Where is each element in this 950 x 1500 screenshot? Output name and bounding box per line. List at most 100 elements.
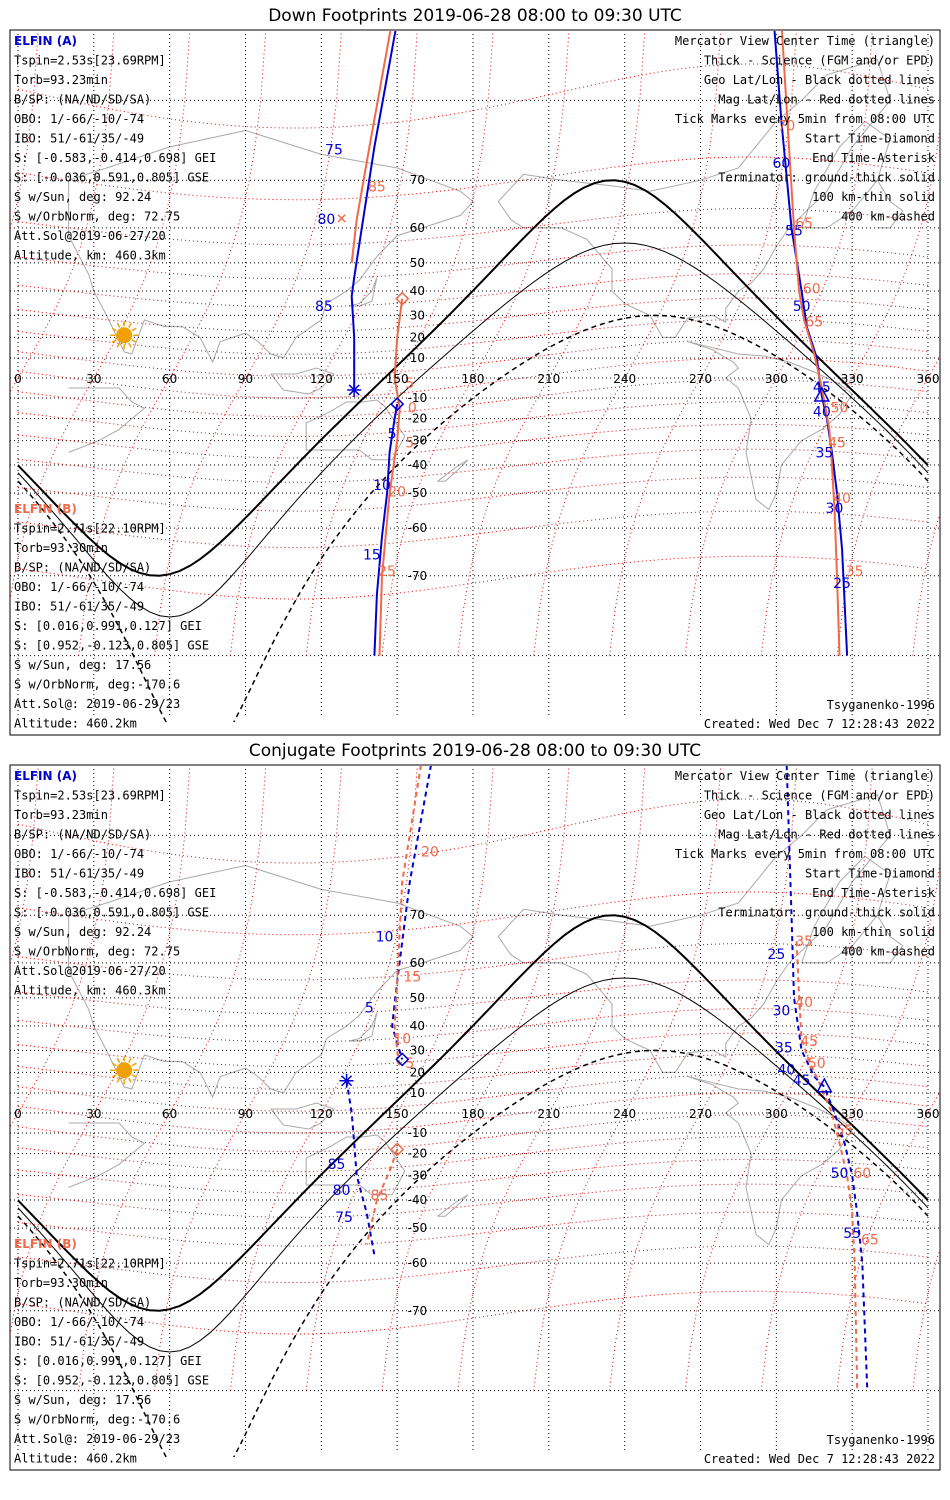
coastline (68, 129, 474, 364)
longitude-tick-label: 90 (238, 372, 253, 386)
elfin-a-tick-label: 55 (785, 224, 803, 240)
elfin-b-tick-label: 65 (861, 1233, 879, 1249)
latitude-tick-label: -30 (408, 434, 428, 448)
longitude-tick-label: 210 (537, 1107, 560, 1121)
center-time-triangle-icon (816, 1077, 833, 1093)
info-line: OBO: 1/-66/-10/-74 (14, 112, 144, 126)
legend-line: Geo Lat/Lon - Black dotted lines (704, 808, 935, 822)
start-time-diamond-icon (395, 291, 410, 306)
mag-meridian (760, 122, 940, 656)
mag-meridian (305, 31, 494, 656)
mag-meridian (381, 31, 570, 656)
elfin-a-tick-label: 40 (778, 1062, 796, 1078)
info-header: ELFIN (B) (14, 502, 77, 516)
sun-ray (116, 1077, 121, 1083)
info-line: B/SP: (NA/ND/SD/SA) (14, 1296, 151, 1310)
mag-meridian (10, 766, 115, 1129)
mag-parallel (17, 319, 929, 355)
latitude-tick-label: 20 (410, 330, 425, 344)
elfin-b-tick-label: 25 (378, 564, 396, 580)
latitude-tick-label: -60 (408, 1256, 428, 1270)
coastline (437, 1194, 469, 1217)
coastline (68, 1122, 146, 1188)
mag-parallel (17, 979, 929, 1015)
mag-meridian (684, 31, 873, 656)
elfin-b-tick-label: 20 (421, 844, 439, 860)
mag-parallel (17, 1008, 929, 1043)
mag-parallel (17, 448, 929, 483)
coastline (348, 277, 378, 307)
elfin-b-track (780, 31, 841, 656)
info-line: Torb=93.30min (14, 1276, 108, 1290)
elfin-b-tick-label: 85 (368, 179, 386, 195)
info-line: S: [-0.583,-0.414,0.698] GEI (14, 151, 216, 165)
sun-ray (131, 1074, 137, 1078)
info-line: B/SP: (NA/ND/SD/SA) (14, 93, 151, 107)
mag-parallel (17, 379, 929, 418)
elfin-a-tick-label: 55 (843, 1226, 861, 1242)
sun-icon (110, 321, 139, 350)
legend: Mercator View Center Time (triangle) Thic… (675, 34, 936, 224)
longitude-tick-label: 0 (14, 372, 22, 386)
info-line: Att.Sol@: 2019-06-29/23 (14, 1432, 180, 1446)
coastline (876, 179, 904, 229)
elfin-b-track (393, 766, 422, 1069)
mag-meridian (10, 31, 115, 394)
coastline (270, 1102, 335, 1130)
info-line: S: [0.016,0.991,0.127] GEI (14, 1354, 202, 1368)
latitude-tick-label: 70 (410, 908, 425, 922)
info-line: OBO: 1/-66/-10/-74 (14, 1315, 144, 1329)
longitude-tick-label: 300 (765, 1107, 788, 1121)
latitude-tick-label: -10 (408, 391, 428, 405)
coastline (687, 1076, 853, 1246)
end-time-asterisk-icon (347, 382, 362, 397)
info-line: OBO: 1/-66/-10/-74 (14, 847, 144, 861)
elfin-a-track (345, 1080, 376, 1256)
mag-parallel (17, 1073, 929, 1112)
coastline (305, 399, 406, 461)
mag-meridian (684, 766, 873, 1391)
down-footprints-map: 7580855101560555045403530258085505202570… (9, 29, 941, 736)
elfin-a-tick-label: 85 (328, 1157, 346, 1173)
elfin-a-tick-label: 5 (388, 426, 397, 442)
elfin-b-track (795, 941, 859, 1391)
elfin-b-tick-label: 45 (800, 1034, 818, 1050)
longitude-tick-label: 180 (462, 1107, 485, 1121)
coastline (68, 387, 146, 453)
info-line: IBO: 51/-61/35/-49 (14, 600, 144, 614)
longitude-tick-label: 60 (162, 372, 177, 386)
elfin-a-tick-label: 50 (831, 1166, 849, 1182)
info-line: Tspin=2.53s[23.69RPM] (14, 54, 166, 68)
info-line: IBO: 51/-61/35/-49 (14, 132, 144, 146)
mag-parallel (17, 1158, 929, 1194)
longitude-tick-label: 120 (310, 372, 333, 386)
legend-line: Terminator: ground-thick solid (718, 171, 935, 185)
info-line: Altitude: 460.2km (14, 1452, 137, 1466)
elfin-b-tick-label: 35 (846, 564, 864, 580)
elfin-b-tick-label: 35 (795, 934, 813, 950)
mag-meridian (78, 31, 267, 656)
latitude-tick-label: -60 (408, 521, 428, 535)
terminator-ground (17, 914, 929, 1312)
latitude-tick-label: 30 (410, 308, 425, 322)
legend-line: Thick - Science (FGM and/or EPD) (704, 54, 935, 68)
sun-ray (131, 339, 137, 343)
elfin-b-tick-label: 45 (828, 436, 846, 452)
info-line: S: [0.952,-0.123,0.805] GSE (14, 1374, 209, 1388)
elfin-a-tick-label: 25 (767, 947, 785, 963)
latitude-tick-label: 50 (410, 991, 425, 1005)
legend-line: Tick Marks every 5min from 08:00 UTC (675, 847, 935, 861)
elfin-b-tick-label: 40 (833, 491, 851, 507)
latitude-tick-label: 10 (410, 1086, 425, 1100)
coastline (687, 341, 853, 511)
longitude-tick-label: 30 (86, 372, 101, 386)
mag-meridian (760, 857, 940, 1391)
mag-parallel (17, 943, 929, 981)
legend-line: End Time-Asterisk (812, 886, 936, 900)
info-line: S w/Sun, deg: 92.24 (14, 190, 151, 204)
mag-parallel (17, 338, 929, 377)
model-label: Tsyganenko-1996 (827, 1433, 935, 1447)
sun-ray (116, 1057, 121, 1063)
start-time-diamond-icon (390, 397, 405, 412)
info-line: Torb=93.23min (14, 73, 108, 87)
